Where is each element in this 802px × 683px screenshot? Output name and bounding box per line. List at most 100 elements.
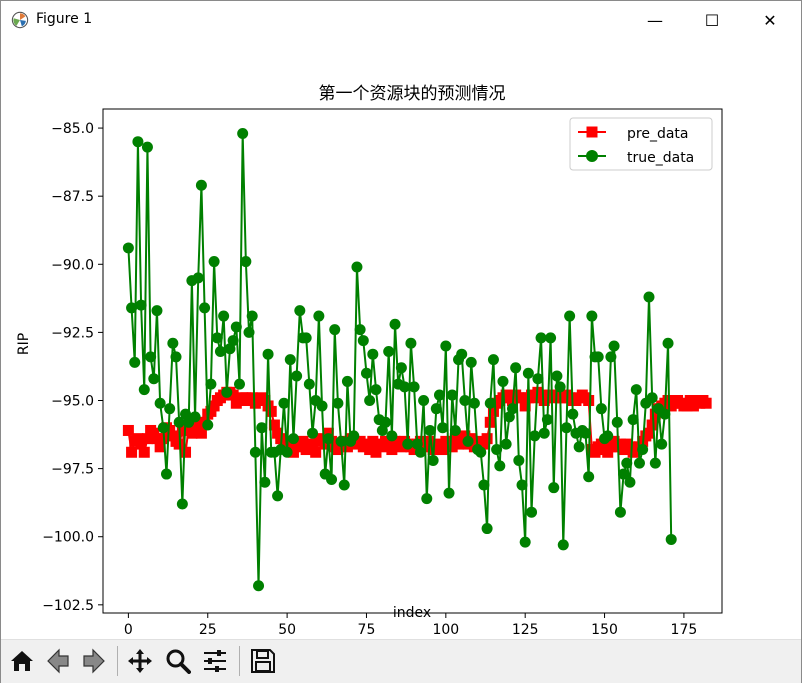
true_data-point [294, 305, 306, 317]
pan-button[interactable] [125, 645, 155, 677]
true_data-point [535, 332, 547, 344]
true_data-point [287, 433, 299, 445]
true_data-point [395, 362, 407, 374]
true_data-point [421, 493, 433, 505]
back-button[interactable] [43, 645, 73, 677]
y-tick-label: −100.0 [42, 530, 94, 546]
pre_data-point [297, 435, 309, 447]
true_data-point [281, 446, 293, 458]
true_data-point [329, 324, 341, 336]
true_data-point [348, 430, 360, 442]
true_data-line [127, 132, 673, 587]
true_data-point [526, 506, 538, 518]
true_data-point [278, 397, 290, 409]
true_data-point [246, 310, 258, 322]
save-button[interactable] [248, 645, 278, 677]
true_data-point [633, 457, 645, 469]
true_data-point [164, 403, 176, 415]
navigation-toolbar [1, 639, 801, 683]
true_data-point [303, 378, 315, 390]
pre_data-point [319, 438, 331, 450]
true_data-point [614, 506, 626, 518]
true_data-point [427, 454, 439, 466]
true_data-point [176, 498, 188, 510]
true_data-point [494, 460, 506, 472]
pre_data-point [583, 395, 595, 406]
y-tick-label: −90.0 [51, 257, 94, 273]
true_data-point [211, 332, 223, 344]
y-tick-label: −102.5 [42, 598, 94, 614]
true_data-point [621, 457, 633, 469]
true_data-point [256, 422, 268, 434]
true_data-point [554, 381, 566, 393]
x-tick-label: 0 [124, 622, 133, 638]
true_data-point [433, 389, 445, 401]
pre_data-point [141, 433, 153, 445]
close-button[interactable]: ✕ [763, 10, 777, 30]
maximize-button[interactable]: ☐ [704, 10, 720, 30]
pre_data-point [643, 427, 655, 439]
true_data-point [367, 348, 379, 360]
true_data-point [160, 468, 172, 480]
forward-button[interactable] [79, 645, 109, 677]
true_data-point [475, 446, 487, 458]
true_data-point [506, 403, 518, 415]
pre_data-point [176, 424, 188, 436]
true_data-point [154, 397, 166, 409]
x-tick-label: 100 [432, 622, 459, 638]
y-tick-label: −87.5 [51, 189, 94, 205]
true_data-point [630, 384, 642, 396]
true_data-point [129, 356, 141, 368]
true_data-point [262, 348, 274, 360]
true_data-point [249, 446, 261, 458]
y-tick-label: −97.5 [51, 462, 94, 478]
true_data-point [462, 435, 474, 447]
true_data-point [300, 332, 312, 344]
true_data-point [637, 444, 649, 456]
pre_data-point [126, 446, 138, 458]
true_data-point [218, 310, 230, 322]
true_data-point [402, 438, 414, 450]
pre_data-point [180, 446, 192, 458]
true_data-point [145, 351, 157, 363]
true_data-point [237, 128, 249, 140]
true_data-point [580, 427, 591, 439]
configure-subplots-button[interactable] [200, 645, 230, 677]
true_data-point [424, 424, 436, 436]
plot-canvas: 第一个资源块的预测情况 0 25 50 75 100 125 150 175 −85.0 −87.… [1, 39, 801, 639]
true_data-point [560, 422, 572, 434]
pre_data-point [151, 433, 163, 445]
true_data-point [541, 414, 553, 426]
zoom-button[interactable] [163, 645, 193, 677]
true_data-point [205, 378, 217, 390]
matplotlib-icon [11, 11, 29, 29]
true_data-point [418, 395, 430, 406]
true_data-point [484, 397, 496, 409]
true_data-point [627, 414, 639, 426]
true_data-point [567, 408, 579, 420]
true_data-point [564, 310, 576, 322]
true_data-point [170, 351, 182, 363]
pre_data-point [487, 405, 499, 417]
true_data-point [189, 411, 201, 423]
true_data-point [624, 476, 636, 488]
true_data-point [272, 490, 284, 502]
pre_data-point [341, 441, 353, 453]
minimize-button[interactable]: — [647, 10, 663, 30]
true_data-point [354, 324, 366, 336]
pre_data-point [370, 446, 382, 458]
legend-pre-label: pre_data [627, 126, 688, 142]
true_data-point [573, 441, 585, 453]
true_data-point [595, 403, 607, 415]
axes-frame [102, 108, 723, 614]
x-axis-label: index [393, 605, 431, 621]
true_data-point [208, 256, 220, 268]
true_data-point [656, 438, 668, 450]
pre_data-point [481, 433, 493, 445]
home-button[interactable] [7, 645, 37, 677]
true_data-point [202, 419, 214, 431]
true_data-point [605, 351, 617, 363]
true_data-point [465, 356, 477, 368]
true_data-point [662, 337, 674, 349]
true_data-point [135, 299, 147, 311]
